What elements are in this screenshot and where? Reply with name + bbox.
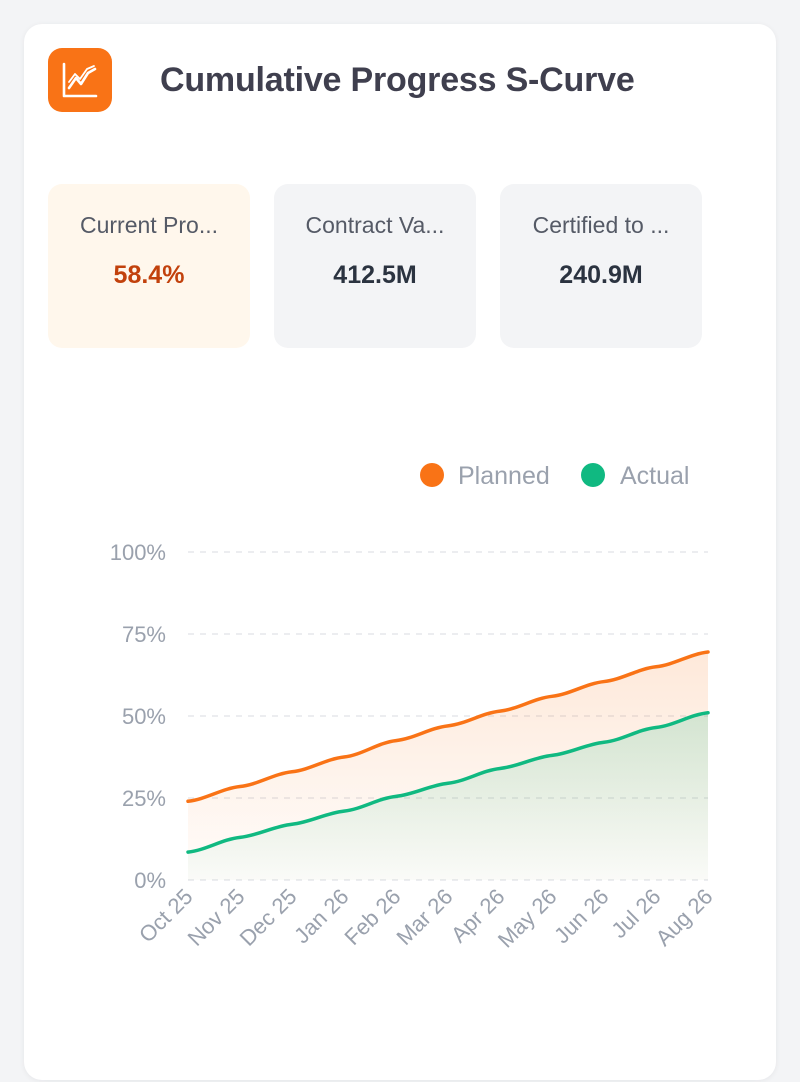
x-tick-label: May 26 <box>493 884 562 953</box>
line-chart-icon <box>48 48 112 112</box>
x-tick-label: Jun 26 <box>549 884 613 948</box>
stat-value: 240.9M <box>559 261 643 289</box>
stat-certified: Certified to ... 240.9M <box>500 184 702 348</box>
y-tick-label: 0% <box>134 868 166 893</box>
series-line-actual <box>186 710 710 854</box>
legend-marker-actual <box>581 463 605 487</box>
legend-label-actual: Actual <box>620 462 689 490</box>
y-tick-label: 50% <box>122 704 166 729</box>
legend-marker-planned <box>420 463 444 487</box>
x-tick-label: Dec 25 <box>235 884 302 951</box>
stat-value: 58.4% <box>113 261 185 289</box>
stats-row: Current Pro... 58.4% Contract Va... 412.… <box>48 184 702 348</box>
stat-contract-value: Contract Va... 412.5M <box>274 184 476 348</box>
y-tick-label: 75% <box>122 622 166 647</box>
x-tick-label: Nov 25 <box>183 884 250 951</box>
legend-label-planned: Planned <box>458 462 550 490</box>
series-area-actual <box>188 712 708 880</box>
x-tick-label: Mar 26 <box>391 884 457 950</box>
stat-current-progress: Current Pro... 58.4% <box>48 184 250 348</box>
y-tick-label: 25% <box>122 786 166 811</box>
x-tick-label: Jan 26 <box>289 884 353 948</box>
y-tick-label: 100% <box>110 540 166 565</box>
x-tick-label: Aug 26 <box>651 884 718 951</box>
series-line-planned <box>186 650 710 804</box>
x-tick-label: Feb 26 <box>339 884 405 950</box>
card-title: Cumulative Progress S-Curve <box>160 60 635 99</box>
stat-value: 412.5M <box>333 261 417 289</box>
card-header: Cumulative Progress S-Curve <box>48 48 635 112</box>
